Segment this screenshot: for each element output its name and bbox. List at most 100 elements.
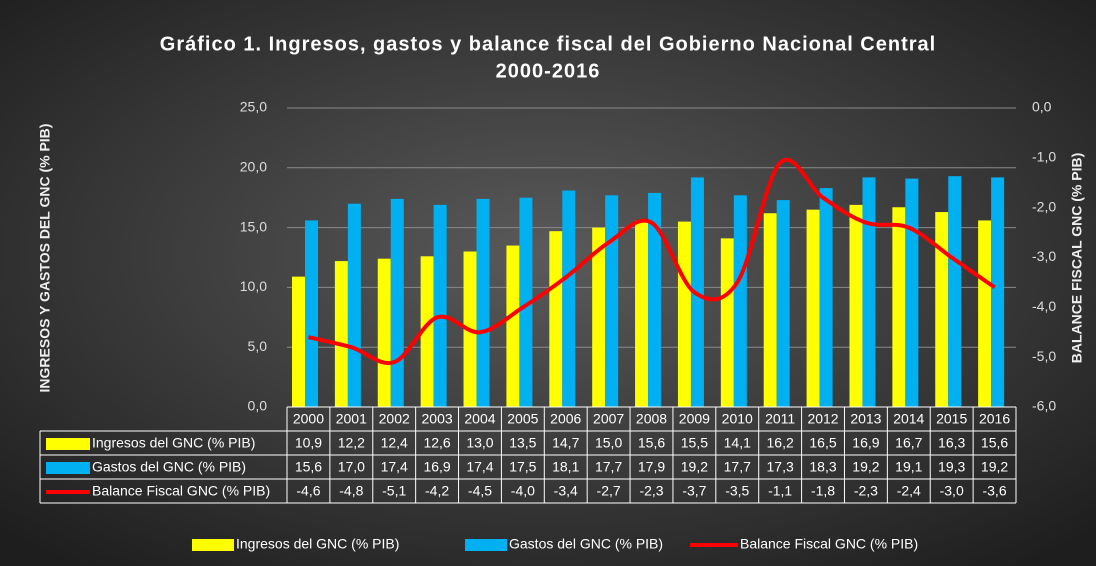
y2-axis-label: BALANCE FISCAL GNC (% PIB) [1069,153,1085,364]
table-cell: -4,8 [339,483,363,499]
table-cell: 17,0 [338,459,365,475]
table-cell: -4,2 [425,483,449,499]
table-cell: 10,9 [295,435,322,451]
chart-subtitle: 2000-2016 [496,60,601,82]
x-tick-label: 2012 [807,411,838,427]
x-tick-label: 2011 [765,411,795,427]
y-tick-label: 25,0 [240,99,267,115]
table-cell: -1,1 [768,483,792,499]
bar [562,190,576,407]
bar [390,198,404,407]
x-tick-label: 2005 [507,411,538,427]
table-cell: 17,9 [638,459,665,475]
table-cell: -4,5 [468,483,492,499]
x-tick-label: 2000 [293,411,324,427]
bar [476,198,490,407]
bar [892,207,906,407]
table-cell: 19,2 [852,459,879,475]
bar [549,231,563,407]
legend-swatch [46,462,90,474]
legend-swatch [192,539,234,551]
bar [305,220,318,407]
bar [420,256,434,407]
table-cell: -3,4 [554,483,578,499]
bar [519,197,533,407]
table-cell: 19,1 [895,459,922,475]
table-row-label: Gastos del GNC (% PIB) [92,459,246,475]
table-cell: 12,2 [338,435,365,451]
bar [776,200,790,407]
bar [334,261,348,407]
legend-label: Balance Fiscal GNC (% PIB) [740,536,918,552]
table-row-label: Ingresos del GNC (% PIB) [92,435,255,451]
x-tick-label: 2002 [379,411,410,427]
x-tick-label: 2013 [850,411,881,427]
bar [377,258,391,407]
table-cell: -2,3 [639,483,663,499]
table-cell: 16,7 [895,435,922,451]
table-cell: 17,4 [381,459,408,475]
table-cell: 19,2 [981,459,1008,475]
bar [819,188,833,407]
y-tick-label: 20,0 [240,159,267,175]
x-tick-label: 2009 [679,411,710,427]
table-cell: 14,7 [552,435,579,451]
x-tick-label: 2007 [593,411,624,427]
bar [648,192,662,407]
y-tick-label: 10,0 [240,278,267,294]
table-cell: -5,1 [382,483,406,499]
bar [433,204,447,407]
table-cell: -4,0 [511,483,535,499]
table-cell: 12,6 [423,435,450,451]
x-tick-label: 2010 [722,411,753,427]
table-cell: 13,5 [509,435,536,451]
bar [635,220,649,407]
table-cell: 17,3 [767,459,794,475]
bar [935,212,949,407]
bar [862,177,876,407]
table-row-label: Balance Fiscal GNC (% PIB) [92,483,270,499]
bar [733,195,747,407]
y-axis-label: INGRESOS Y GASTOS DEL GNC (% PIB) [37,124,53,393]
table-cell: 16,9 [423,459,450,475]
x-tick-label: 2003 [422,411,453,427]
table-cell: 12,4 [381,435,408,451]
table-cell: 15,6 [638,435,665,451]
bar [978,220,992,407]
table-cell: 19,2 [681,459,708,475]
table-cell: 16,9 [852,435,879,451]
line-series [307,157,996,366]
x-tick-label: 2014 [893,411,924,427]
table-cell: 15,6 [981,435,1008,451]
y-tick-label: 5,0 [248,338,268,354]
y-tick-label: 15,0 [240,218,267,234]
y2-tick-label: -2,0 [1032,198,1056,214]
y2-tick-label: 0,0 [1032,99,1052,115]
table-cell: 14,1 [724,435,751,451]
y2-tick-label: -3,0 [1032,248,1056,264]
table-cell: 13,0 [466,435,493,451]
table-cell: 16,5 [809,435,836,451]
y2-tick-label: -4,0 [1032,298,1056,314]
x-tick-label: 2004 [464,411,495,427]
bar [991,177,1005,407]
table-cell: 15,6 [295,459,322,475]
table-cell: -3,6 [982,483,1006,499]
table-cell: -2,7 [597,483,621,499]
table-cell: 18,1 [552,459,579,475]
x-tick-label: 2016 [979,411,1010,427]
bar [948,176,962,407]
table-cell: 17,7 [595,459,622,475]
bar [720,238,734,407]
bar [905,178,919,407]
y2-tick-label: -6,0 [1032,398,1056,414]
legend-swatch [465,539,507,551]
legend-swatch [46,438,90,450]
y-tick-label: 0,0 [248,398,268,414]
table-cell: -3,0 [940,483,964,499]
table-cell: 16,3 [938,435,965,451]
table-cell: 17,5 [509,459,536,475]
bar [605,195,619,407]
